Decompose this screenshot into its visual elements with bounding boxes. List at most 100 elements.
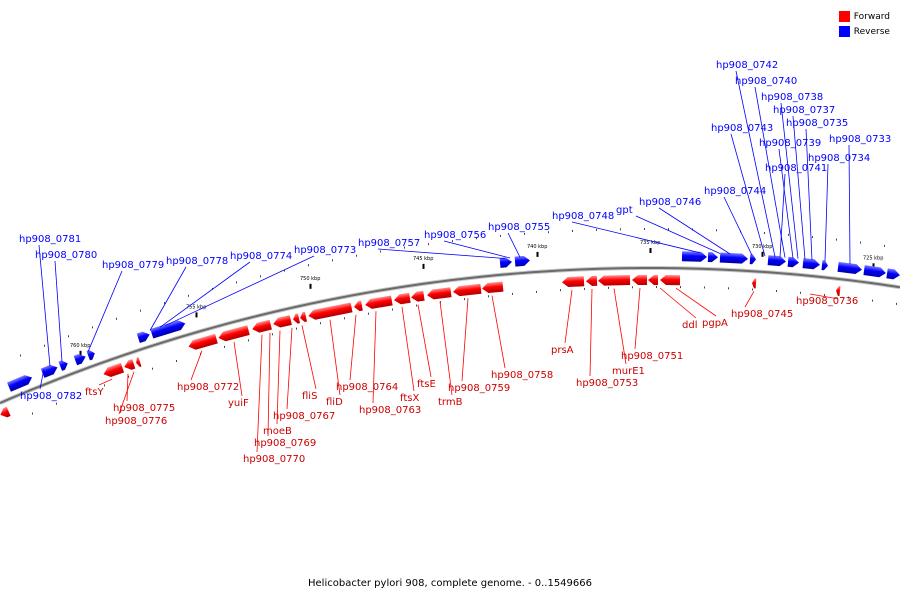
forward-gene-arrow[interactable] xyxy=(393,292,411,305)
reverse-gene-label: hp908_0757 xyxy=(358,238,420,249)
forward-gene-leader xyxy=(564,289,573,344)
minor-tick xyxy=(728,287,729,290)
reverse-gene-arrow[interactable] xyxy=(73,352,88,366)
minor-tick xyxy=(236,281,237,284)
forward-gene-arrow[interactable] xyxy=(598,275,631,286)
forward-gene-arrow[interactable] xyxy=(251,319,272,334)
minor-tick xyxy=(452,240,453,243)
scale-tick-label: 740 kbp xyxy=(527,244,547,250)
minor-tick xyxy=(284,269,285,272)
forward-gene-arrow[interactable] xyxy=(187,333,218,352)
forward-gene-label: yuiF xyxy=(228,398,249,409)
forward-gene-arrow[interactable] xyxy=(299,311,307,323)
forward-gene-leader xyxy=(744,291,755,308)
forward-swatch xyxy=(838,11,850,22)
reverse-gene-arrow[interactable] xyxy=(749,254,757,265)
scale-tick-label: 735 kbp xyxy=(640,240,660,246)
reverse-gene-arrow[interactable] xyxy=(136,330,152,344)
minor-tick xyxy=(872,299,873,302)
reverse-gene-arrow[interactable] xyxy=(767,255,787,267)
forward-gene-label: trmB xyxy=(438,397,463,408)
forward-gene-arrow[interactable] xyxy=(0,406,11,420)
forward-gene-arrow[interactable] xyxy=(562,276,585,288)
reverse-gene-arrow[interactable] xyxy=(58,359,69,371)
forward-gene-arrow[interactable] xyxy=(660,275,681,286)
minor-tick xyxy=(20,354,21,357)
minor-tick xyxy=(308,264,309,267)
reverse-gene-arrow[interactable] xyxy=(707,252,718,263)
forward-gene-arrow[interactable] xyxy=(835,285,841,297)
forward-gene-label: hp908_0763 xyxy=(359,405,421,416)
minor-tick xyxy=(92,326,93,329)
forward-gene-arrow[interactable] xyxy=(364,295,393,310)
reverse-gene-arrow[interactable] xyxy=(886,268,900,280)
forward-gene-arrow[interactable] xyxy=(453,283,482,297)
reverse-gene-arrow[interactable] xyxy=(86,349,97,361)
minor-tick xyxy=(368,312,369,315)
reverse-gene-leader xyxy=(635,215,721,254)
reverse-gene-label: hp908_0782 xyxy=(20,391,82,402)
forward-gene-arrow[interactable] xyxy=(307,302,353,320)
reverse-gene-label: hp908_0739 xyxy=(759,138,821,149)
reverse-swatch xyxy=(838,26,850,37)
reverse-gene-leader xyxy=(805,128,813,261)
forward-gene-arrow[interactable] xyxy=(135,357,142,368)
reverse-gene-label: hp908_0773 xyxy=(294,245,356,256)
forward-gene-leader xyxy=(634,287,641,350)
reverse-gene-arrow[interactable] xyxy=(40,363,60,378)
forward-gene-leader xyxy=(286,327,293,410)
reverse-gene-arrow[interactable] xyxy=(821,260,828,271)
forward-gene-label: hp908_0767 xyxy=(273,411,335,422)
forward-gene-arrow[interactable] xyxy=(752,278,757,289)
legend-reverse-label: Reverse xyxy=(853,26,890,37)
forward-gene-label: pgpA xyxy=(702,318,728,329)
minor-tick xyxy=(608,286,609,289)
minor-tick xyxy=(380,250,381,253)
reverse-gene-arrow[interactable] xyxy=(802,258,821,270)
minor-tick xyxy=(752,288,753,291)
reverse-gene-arrow[interactable] xyxy=(837,261,862,275)
minor-tick xyxy=(332,259,333,262)
reverse-gene-leader xyxy=(507,232,521,258)
map-caption: Helicobacter pylori 908, complete genome… xyxy=(308,578,592,589)
reverse-gene-arrow[interactable] xyxy=(719,252,748,264)
reverse-gene-arrow[interactable] xyxy=(681,251,707,262)
reverse-gene-leader xyxy=(164,255,315,327)
minor-tick xyxy=(428,243,429,246)
reverse-gene-arrow[interactable] xyxy=(514,255,531,267)
minor-tick xyxy=(104,384,105,387)
forward-gene-arrow[interactable] xyxy=(292,313,301,324)
minor-tick xyxy=(848,296,849,299)
scale-tick-label: 750 kbp xyxy=(300,276,320,282)
forward-gene-label: hp908_0751 xyxy=(621,351,683,362)
minor-tick xyxy=(656,286,657,288)
reverse-gene-arrow[interactable] xyxy=(7,373,34,392)
forward-gene-label: ftsY xyxy=(85,387,104,398)
forward-gene-arrow[interactable] xyxy=(272,315,292,329)
minor-tick xyxy=(800,291,801,294)
forward-gene-arrow[interactable] xyxy=(632,274,648,286)
minor-tick xyxy=(116,317,117,320)
forward-gene-arrow[interactable] xyxy=(410,290,425,303)
forward-gene-arrow[interactable] xyxy=(482,281,504,294)
reverse-gene-label: hp908_0740 xyxy=(735,76,797,87)
reverse-gene-arrow[interactable] xyxy=(787,256,800,268)
forward-gene-arrow[interactable] xyxy=(648,275,659,286)
reverse-gene-arrow[interactable] xyxy=(499,257,513,268)
forward-gene-label: prsA xyxy=(551,345,574,356)
scale-tick-label: 725 kbp xyxy=(863,255,883,261)
reverse-gene-arrow[interactable] xyxy=(150,319,186,339)
minor-tick xyxy=(500,234,501,237)
minor-tick xyxy=(776,290,777,292)
forward-gene-arrow[interactable] xyxy=(102,362,125,379)
reverse-gene-leader xyxy=(735,70,776,257)
minor-tick xyxy=(476,237,477,240)
forward-gene-arrow[interactable] xyxy=(123,359,136,372)
reverse-gene-label: hp908_0746 xyxy=(639,197,701,208)
reverse-gene-arrow[interactable] xyxy=(863,265,886,278)
forward-gene-arrow[interactable] xyxy=(353,300,363,312)
forward-gene-arrow[interactable] xyxy=(426,287,452,300)
forward-gene-arrow[interactable] xyxy=(586,275,598,286)
forward-gene-arrow[interactable] xyxy=(217,325,250,343)
